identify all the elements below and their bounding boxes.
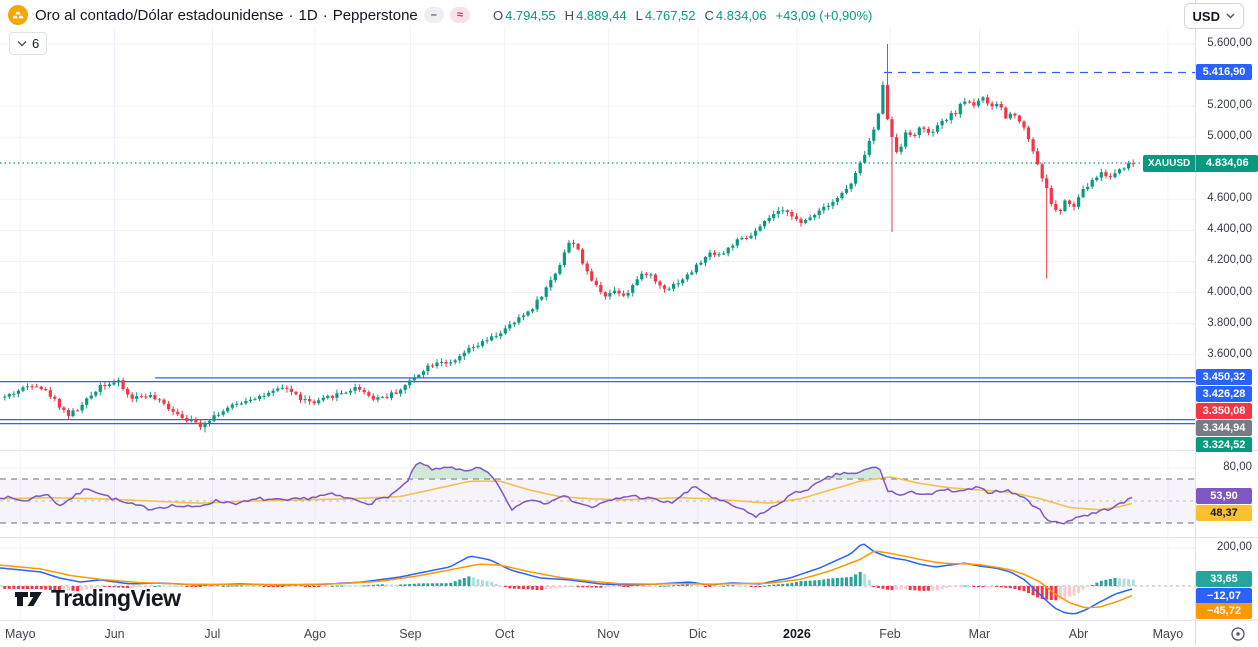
tradingview-logo-icon: [15, 591, 42, 606]
high-label: H: [564, 7, 575, 23]
open-value: 4.794,55: [505, 7, 556, 23]
low-label: L: [635, 7, 643, 23]
low-value: 4.767,52: [644, 7, 696, 23]
exchange-label: Pepperstone: [332, 6, 418, 24]
price-axis-badge: 33,65: [1196, 571, 1252, 588]
price-axis-badge: 53,90: [1196, 488, 1252, 505]
axis-tick-label: 200,00: [1216, 541, 1252, 553]
price-axis-badge: 5.416,90: [1196, 63, 1252, 80]
price-axis-badge: 3.450,32: [1196, 369, 1252, 386]
chevron-down-icon: [1226, 13, 1235, 19]
symbol-title[interactable]: Oro al contado/Dólar estadounidense · 1D · P…: [35, 6, 418, 24]
price-axis-badge: 48,37: [1196, 505, 1252, 522]
open-label: O: [492, 7, 504, 23]
axis-tick-label: 3.800,00: [1207, 316, 1252, 329]
time-axis-label[interactable]: Nov: [597, 627, 620, 641]
axis-tick-label: 4.600,00: [1207, 192, 1252, 205]
price-axis-badge: 3.426,28: [1196, 386, 1252, 403]
chart-header: Oro al contado/Dólar estadounidense · 1D · P…: [0, 0, 1258, 30]
currency-label: USD: [1192, 8, 1220, 24]
axis-tick-label: 4.000,00: [1207, 285, 1252, 298]
time-axis-separator: [0, 620, 1258, 621]
current-price-badge: XAUUSD 4.834,06: [1143, 154, 1258, 172]
price-axis-badges: 5.416,90 3.450,32 3.426,28 3.350,08 3.344,94…: [1196, 28, 1258, 452]
high-value: 4.889,44: [576, 7, 627, 23]
time-axis-label[interactable]: Mayo: [4, 627, 36, 641]
panel-separator[interactable]: [0, 537, 1258, 538]
delayed-data-icon[interactable]: ≈: [449, 7, 470, 23]
time-axis-label[interactable]: Mayo: [1152, 627, 1184, 641]
time-axis-label[interactable]: Dic: [688, 627, 707, 641]
market-status-icon[interactable]: –: [423, 7, 444, 23]
tradingview-logo-text: TradingView: [51, 585, 181, 611]
time-axis-label[interactable]: Jun: [104, 627, 125, 641]
macd-axis-badges: 33,65 −12,07 −45,72: [1196, 538, 1258, 620]
axis-tick-label: 5.000,00: [1207, 130, 1252, 143]
tradingview-logo[interactable]: TradingView: [14, 585, 181, 612]
change-value: +43,09 (+0,90%): [775, 7, 873, 23]
time-axis-label[interactable]: 2026: [783, 627, 811, 641]
time-axis-label[interactable]: Oct: [494, 627, 515, 641]
close-value: 4.834,06: [715, 7, 767, 23]
clock-icon[interactable]: [1230, 626, 1246, 647]
axis-tick-label: 80,00: [1223, 461, 1252, 473]
collapsed-drawings-button[interactable]: 6: [9, 32, 48, 55]
price-axis-badge: −12,07: [1196, 588, 1252, 605]
current-price-value: 4.834,06: [1205, 157, 1249, 169]
axis-tick-label: 4.200,00: [1207, 254, 1252, 267]
price-axis-badge: 3.344,94: [1196, 420, 1252, 437]
ohlc-values: O 4.794,55 H 4.889,44 L 4.767,52 C 4.834,06 …: [484, 8, 872, 23]
time-axis-label[interactable]: Jul: [204, 627, 221, 641]
time-axis-label[interactable]: Sep: [399, 627, 422, 641]
time-axis-label[interactable]: Mar: [968, 627, 991, 641]
price-axis-badge: 3.350,08: [1196, 403, 1252, 420]
chevron-down-icon: [17, 41, 27, 47]
price-axis-separator[interactable]: [1195, 0, 1196, 646]
time-axis-label[interactable]: Feb: [879, 627, 901, 641]
price-axis-badge: 3.324,52: [1196, 437, 1252, 452]
rsi-axis-badges: 53,90 48,37: [1196, 452, 1258, 536]
panel-separator[interactable]: [0, 450, 1258, 451]
axis-tick-label: 3.600,00: [1207, 347, 1252, 360]
time-axis-label[interactable]: Ago: [303, 627, 327, 641]
gold-symbol-icon: [8, 5, 28, 25]
interval-label[interactable]: 1D: [298, 6, 318, 24]
symbol-ticker-label: XAUUSD: [1143, 155, 1197, 171]
axis-tick-label: 4.400,00: [1207, 223, 1252, 236]
axis-tick-label: 5.200,00: [1207, 99, 1252, 112]
axis-tick-label: 5.600,00: [1207, 37, 1252, 50]
collapsed-count: 6: [32, 36, 40, 51]
currency-selector-button[interactable]: USD: [1183, 3, 1244, 29]
close-label: C: [704, 7, 714, 23]
time-axis-label[interactable]: Abr: [1068, 627, 1089, 641]
price-axis-badge: −45,72: [1196, 602, 1252, 619]
